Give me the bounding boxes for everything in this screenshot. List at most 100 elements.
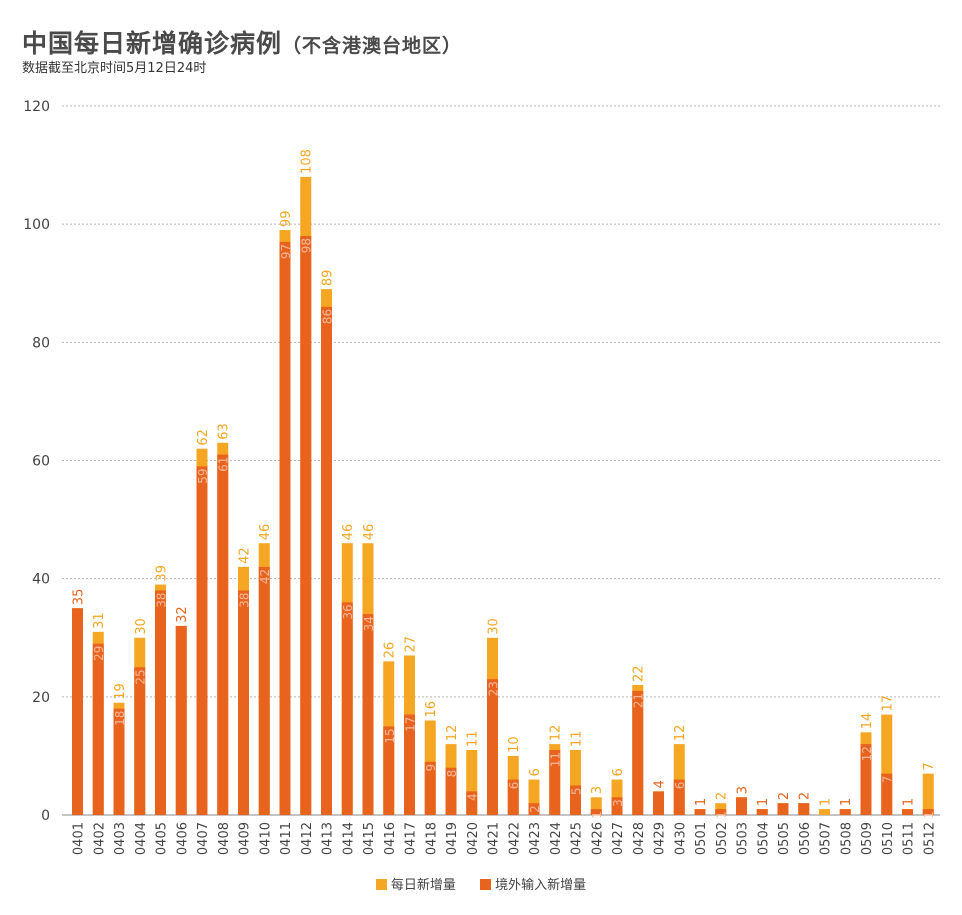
data-label-total: 11	[570, 730, 585, 747]
data-label-total: 12	[445, 725, 460, 742]
x-tick-label: 0505	[777, 822, 792, 855]
bar-imported	[134, 667, 146, 815]
legend-item-total: 每日新增量	[375, 874, 456, 893]
x-tick-label: 0408	[217, 822, 232, 855]
data-label-total: 89	[321, 270, 336, 287]
x-tick-label: 0418	[424, 822, 439, 855]
x-tick-label: 0504	[756, 822, 771, 855]
x-tick-label: 0415	[362, 822, 377, 855]
legend-label-total: 每日新增量	[390, 878, 456, 893]
y-tick-label: 100	[23, 217, 50, 233]
bar-imported	[238, 590, 249, 815]
data-label-imported: 21	[632, 693, 646, 708]
data-label-imported: 59	[196, 468, 210, 483]
x-tick-label: 0508	[839, 822, 854, 855]
x-tick-label: 0412	[300, 822, 315, 855]
chart-title-main: 中国每日新增确诊病例	[22, 29, 283, 58]
data-label-total: 6	[611, 768, 626, 776]
x-tick-label: 0507	[819, 822, 834, 855]
y-tick-label: 20	[32, 690, 50, 706]
bar-imported	[424, 761, 436, 815]
data-label-imported: 97	[279, 244, 293, 259]
data-label-total: 1	[839, 798, 854, 806]
bar-imported	[902, 809, 913, 815]
bar-imported	[798, 803, 810, 815]
data-label-total: 63	[217, 423, 232, 440]
data-label-imported: 6	[673, 782, 687, 790]
data-label-total: 46	[362, 524, 377, 541]
data-label-total: 3	[590, 786, 605, 794]
x-tick-label: 0430	[673, 822, 688, 855]
bar-imported	[341, 602, 353, 815]
data-label-total: 1	[902, 798, 917, 806]
data-label-imported: 38	[155, 592, 169, 607]
data-label-total: 3	[736, 786, 751, 794]
data-label-total: 46	[258, 524, 273, 541]
bar-imported	[860, 744, 872, 815]
data-label-imported: 17	[404, 717, 418, 732]
data-label-imported: 1	[922, 811, 936, 819]
data-label-imported: 4	[466, 793, 480, 801]
legend-swatch-total	[375, 879, 387, 890]
data-label-imported: 86	[321, 309, 335, 324]
data-label-total: 46	[341, 524, 356, 541]
bar-imported	[487, 679, 498, 815]
bar-imported	[694, 809, 706, 815]
bar-chart: 3531291918302539383262596361423846429997…	[23, 99, 940, 855]
data-label-total: 16	[424, 701, 439, 718]
x-tick-label: 0406	[175, 822, 190, 855]
grid-layer	[62, 105, 940, 816]
data-label-total: 2	[777, 792, 792, 800]
data-label-total: 19	[113, 683, 128, 700]
bar-total	[881, 714, 893, 815]
data-label-imported: 38	[238, 592, 252, 607]
data-label-total: 14	[860, 713, 875, 730]
data-label-imported: 7	[881, 776, 895, 784]
data-label-total: 31	[92, 612, 107, 629]
x-tick-label: 0414	[341, 822, 356, 855]
x-tick-label: 0410	[258, 822, 273, 855]
data-label-imported: 1	[590, 811, 604, 819]
data-cutoff-note: 数据截至北京时间5月12日24时	[22, 61, 207, 76]
data-label-imported: 42	[258, 569, 272, 584]
data-label-imported: 61	[217, 457, 231, 472]
x-tick-label: 0424	[549, 822, 564, 855]
bar-imported	[321, 306, 332, 815]
data-label-total: 22	[632, 665, 647, 682]
data-label-total: 1	[694, 798, 709, 806]
x-tick-label: 0419	[445, 822, 460, 855]
data-label-imported: 29	[92, 646, 106, 661]
bar-imported	[653, 791, 664, 815]
bar-total	[590, 797, 602, 815]
bar-imported	[300, 235, 312, 815]
data-label-total: 26	[383, 642, 398, 659]
data-label-total: 62	[196, 429, 211, 446]
data-label-total: 27	[404, 636, 419, 653]
bar-total	[819, 809, 830, 815]
data-label-total: 30	[487, 618, 502, 635]
data-label-total: 12	[673, 725, 688, 742]
bar-imported	[839, 809, 851, 815]
bar-imported	[258, 566, 270, 815]
data-label-total: 1	[756, 798, 771, 806]
x-tick-label: 0405	[155, 822, 170, 855]
data-label-imported: 18	[113, 711, 127, 726]
data-label-imported: 11	[549, 752, 563, 767]
data-label-imported: 1	[715, 811, 729, 819]
data-label-total: 35	[72, 589, 87, 606]
x-tick-label: 0403	[113, 822, 128, 855]
x-tick-label: 0401	[72, 822, 87, 855]
bar-imported	[92, 643, 104, 815]
axis-layer: 0 20 40 60 80 100 120 0401 0402 0403 0404 0405 0406 0…	[23, 99, 937, 855]
bar-imported	[611, 797, 623, 815]
data-label-imported: 98	[300, 238, 314, 253]
x-tick-label: 0413	[321, 822, 336, 855]
x-tick-label: 0417	[404, 822, 419, 855]
x-tick-label: 0411	[279, 822, 294, 855]
data-label-total: 4	[653, 780, 668, 788]
x-tick-label: 0502	[715, 822, 730, 855]
data-label-imported: 6	[507, 782, 521, 790]
bar-imported	[715, 809, 727, 815]
chart-title-suffix: （不含港澳台地区）	[282, 35, 463, 57]
x-tick-label: 0416	[383, 822, 398, 855]
